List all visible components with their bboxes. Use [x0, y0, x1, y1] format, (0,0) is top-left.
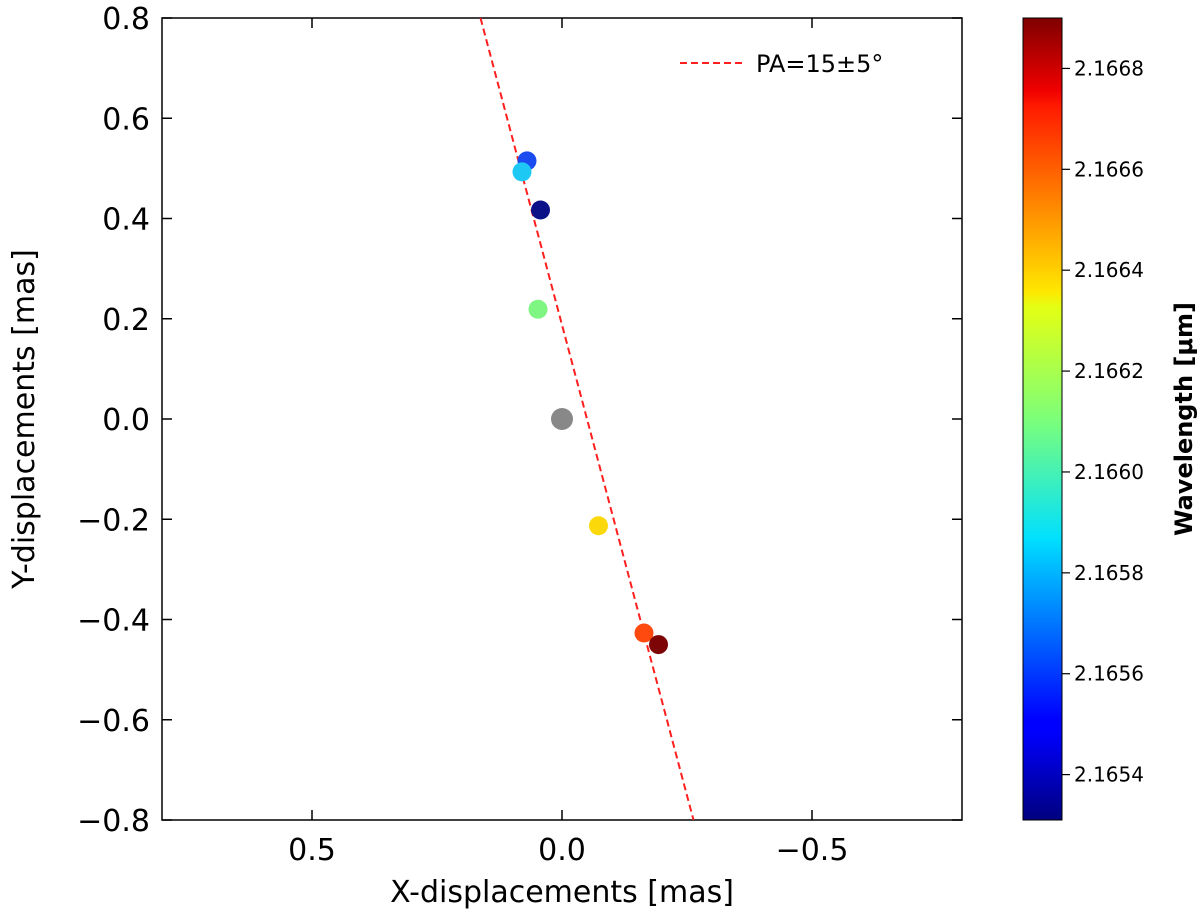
- reference-point: [551, 408, 573, 430]
- x-tick-label: 0.5: [288, 833, 336, 868]
- y-axis-title: Y-displacements [mas]: [7, 249, 42, 590]
- legend-label: PA=15±5°: [756, 50, 883, 78]
- colorbar: [1022, 17, 1063, 821]
- y-tick-label: 0.0: [102, 403, 150, 438]
- colorbar-tick-label: 2.1666: [1074, 157, 1144, 181]
- axis-ticks: 0.8 0.6 0.4 0.2 0.0 −0.2 −0.4 −0.6 −0.8 0.5 0.0 −0.…: [77, 2, 962, 868]
- colorbar-tick-label: 2.1658: [1074, 561, 1144, 585]
- fit-line: [479, 18, 695, 820]
- fit-line-group: [479, 18, 695, 820]
- y-tick-label: −0.8: [77, 804, 150, 839]
- y-tick-label: 0.8: [102, 2, 150, 37]
- colorbar-tick-label: 2.1660: [1074, 460, 1144, 484]
- y-tick-label: 0.4: [102, 203, 150, 238]
- x-tick-label: −0.5: [776, 833, 849, 868]
- y-tick-label: −0.6: [77, 704, 150, 739]
- colorbar-tick-label: 2.1668: [1074, 56, 1144, 80]
- x-axis-title: X-displacements [mas]: [390, 875, 734, 910]
- data-point: [531, 200, 550, 220]
- colorbar-tick-label: 2.1656: [1074, 662, 1144, 686]
- y-tick-label: 0.2: [102, 303, 150, 338]
- colorbar-title: Wavelength [μm]: [1170, 302, 1198, 536]
- data-point: [649, 635, 668, 655]
- data-point: [528, 299, 548, 319]
- y-tick-label: 0.6: [102, 102, 150, 137]
- data-point: [512, 162, 532, 182]
- colorbar-tick-label: 2.1664: [1074, 258, 1144, 282]
- x-tick-label: 0.0: [538, 833, 586, 868]
- y-tick-label: −0.2: [77, 503, 150, 538]
- colorbar-ticks: 2.1654 2.1656 2.1658 2.1660 2.1662 2.1664 2.16…: [1062, 56, 1144, 787]
- data-point: [634, 623, 654, 643]
- colorbar-tick-label: 2.1654: [1074, 763, 1144, 787]
- y-tick-label: −0.4: [77, 604, 150, 639]
- data-point: [589, 516, 608, 536]
- data-points: [512, 151, 668, 655]
- colorbar-tick-label: 2.1662: [1074, 359, 1144, 383]
- legend: PA=15±5°: [680, 50, 883, 78]
